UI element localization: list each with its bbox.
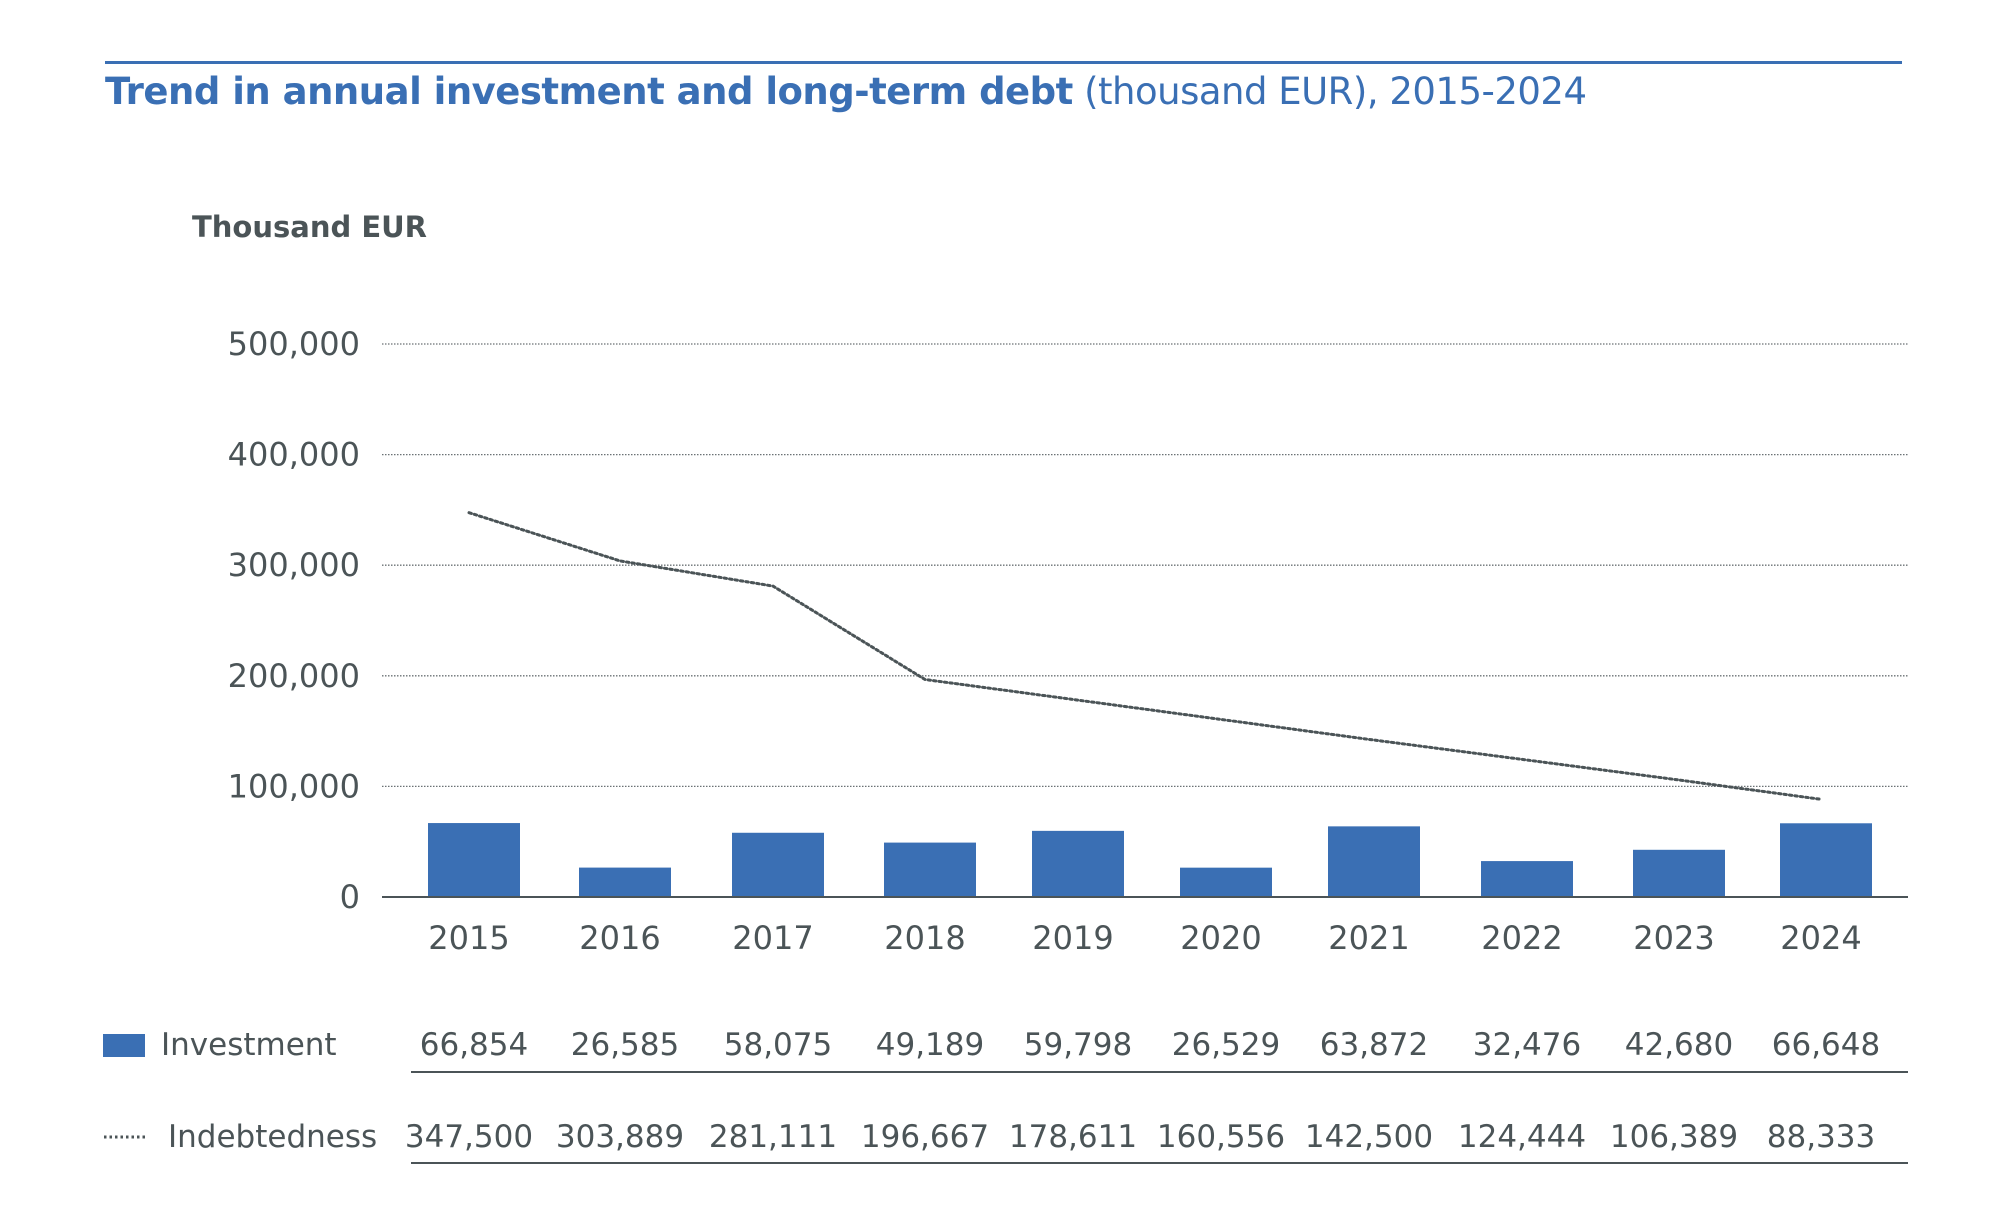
table-cell-indebtedness: 88,333: [1767, 1119, 1875, 1155]
title-rule: [105, 61, 1902, 64]
bar-investment: [579, 867, 671, 897]
x-tick-label: 2020: [1180, 919, 1261, 957]
x-tick-label: 2015: [428, 919, 509, 957]
table-cell-investment: 66,854: [420, 1027, 528, 1063]
x-tick-label: 2018: [884, 919, 965, 957]
table-cell-indebtedness: 124,444: [1458, 1119, 1586, 1155]
table-cell-indebtedness: 106,389: [1610, 1119, 1738, 1155]
bar-investment: [428, 823, 520, 897]
table-cell-indebtedness: 160,556: [1157, 1119, 1285, 1155]
bar-investment: [1780, 823, 1872, 897]
table-cell-investment: 49,189: [876, 1027, 984, 1063]
table-cell-investment: 26,585: [571, 1027, 679, 1063]
bar-investment: [1481, 861, 1573, 897]
table-cell-indebtedness: 142,500: [1305, 1119, 1433, 1155]
chart-title-subtitle: (thousand EUR), 2015-2024: [1072, 70, 1587, 113]
table-cell-investment: 58,075: [724, 1027, 832, 1063]
x-tick-label: 2019: [1032, 919, 1113, 957]
table-cell-indebtedness: 347,500: [405, 1119, 533, 1155]
bar-investment: [1180, 867, 1272, 897]
bar-investment: [732, 832, 824, 897]
table-cell-investment: 32,476: [1473, 1027, 1581, 1063]
table-cell-indebtedness: 303,889: [556, 1119, 684, 1155]
y-tick-label: 100,000: [228, 767, 360, 805]
chart-title-bold: Trend in annual investment and long-term…: [105, 70, 1073, 113]
legend-swatch-investment: [103, 1034, 145, 1057]
table-cell-indebtedness: 281,111: [709, 1119, 837, 1155]
x-tick-label: 2023: [1633, 919, 1714, 957]
table-cell-indebtedness: 196,667: [861, 1119, 989, 1155]
line-indebtedness: [467, 511, 1823, 801]
y-tick-label: 400,000: [228, 436, 360, 474]
x-tick-label: 2022: [1481, 919, 1562, 957]
y-tick-label: 200,000: [228, 657, 360, 695]
y-tick-label: 0: [340, 878, 360, 916]
table-cell-investment: 66,648: [1772, 1027, 1880, 1063]
x-tick-label: 2016: [579, 919, 660, 957]
bar-investment: [1633, 849, 1725, 897]
x-tick-label: 2017: [732, 919, 813, 957]
table-cell-investment: 42,680: [1625, 1027, 1733, 1063]
y-tick-label: 500,000: [228, 325, 360, 363]
x-tick-label: 2024: [1780, 919, 1861, 957]
chart-title: Trend in annual investment and long-term…: [105, 70, 1587, 113]
table-cell-indebtedness: 178,611: [1009, 1119, 1137, 1155]
x-tick-label: 2021: [1328, 919, 1409, 957]
table-cell-investment: 26,529: [1172, 1027, 1280, 1063]
bar-investment: [884, 842, 976, 897]
y-tick-label: 300,000: [228, 546, 360, 584]
bar-investment: [1032, 830, 1124, 897]
y-axis-label: Thousand EUR: [192, 210, 428, 244]
bar-investment: [1328, 826, 1420, 897]
legend-label-indebtedness: Indebtedness: [168, 1119, 377, 1155]
table-cell-investment: 63,872: [1320, 1027, 1428, 1063]
legend-label-investment: Investment: [161, 1027, 337, 1063]
table-cell-investment: 59,798: [1024, 1027, 1132, 1063]
